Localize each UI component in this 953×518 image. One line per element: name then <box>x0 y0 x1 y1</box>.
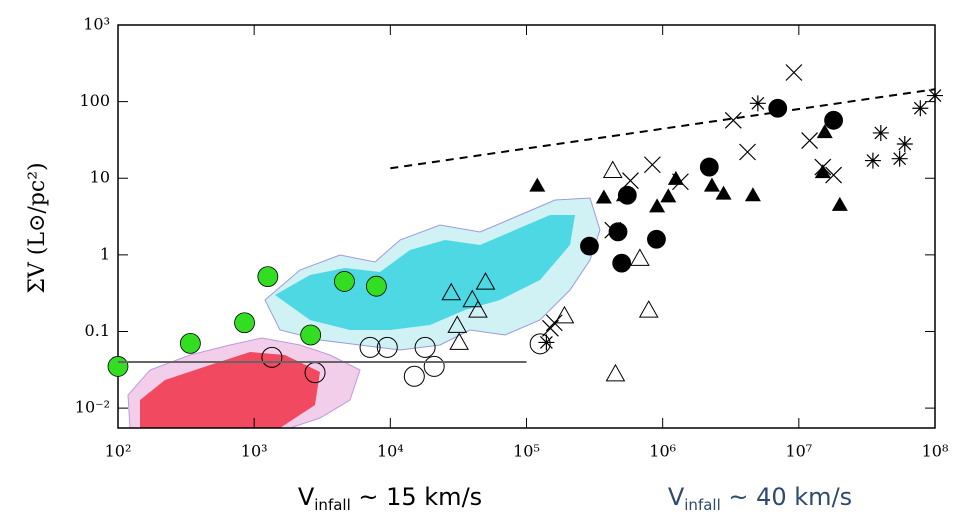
data-point <box>927 87 943 104</box>
data-point <box>447 315 468 333</box>
data-point <box>475 272 496 290</box>
data-point <box>825 166 843 184</box>
x-tick-label: 10² <box>105 442 132 461</box>
annotation: Vinfall ~ 15 km/s <box>298 483 482 514</box>
data-point <box>638 300 659 318</box>
data-point <box>605 363 626 382</box>
density-contours <box>127 197 601 429</box>
data-point <box>602 160 623 179</box>
data-point <box>643 156 661 174</box>
data-point <box>622 172 639 190</box>
data-point <box>365 275 387 297</box>
data-point <box>234 312 255 334</box>
y-axis-label: ΣV (L⊙/pc²) <box>25 162 50 293</box>
x-tick-label: 10⁴ <box>377 442 404 461</box>
data-point <box>801 132 819 150</box>
data-point <box>699 157 719 177</box>
data-point <box>545 314 563 332</box>
y-tick-label: 100 <box>79 91 110 110</box>
annotation-rest: ~ 15 km/s <box>351 483 482 511</box>
data-point <box>912 100 929 117</box>
data-point <box>604 221 622 239</box>
x-tick-label: 10⁷ <box>785 442 812 461</box>
data-point <box>816 124 833 139</box>
y-tick-label: 10 <box>90 168 110 187</box>
data-point <box>608 222 628 242</box>
data-point <box>538 334 555 351</box>
data-point <box>891 150 908 167</box>
data-point <box>414 336 436 358</box>
data-point <box>872 124 889 141</box>
data-point <box>896 135 913 152</box>
data-point <box>724 111 742 129</box>
annotation-rest: ~ 40 km/s <box>721 483 852 511</box>
data-point <box>715 185 732 200</box>
data-point <box>612 253 632 273</box>
data-point <box>831 196 848 211</box>
data-point <box>403 365 425 387</box>
data-point <box>749 95 766 112</box>
annotation-sub: infall <box>684 496 720 514</box>
y-tick-label: 1 <box>100 244 110 263</box>
data-point <box>814 164 831 179</box>
data-point <box>768 98 788 118</box>
data-point <box>257 266 279 288</box>
data-point <box>814 158 832 176</box>
y-tick-label: 10⁻² <box>75 398 110 417</box>
data-point <box>785 64 803 81</box>
data-point <box>529 333 551 355</box>
data-point <box>359 336 381 358</box>
data-point <box>423 355 445 377</box>
data-point <box>179 332 201 354</box>
data-point <box>630 248 650 266</box>
x-tick-label: 10⁸ <box>922 442 949 461</box>
annotation-sub: infall <box>314 496 350 514</box>
trend-line <box>390 88 936 170</box>
data-point <box>529 177 546 192</box>
data-point <box>468 300 488 318</box>
annotation-main: V <box>298 483 315 511</box>
data-point <box>617 185 637 205</box>
data-point <box>107 356 129 377</box>
data-point <box>703 177 720 192</box>
data-point <box>660 188 677 203</box>
data-point <box>261 346 283 368</box>
data-point <box>462 289 483 308</box>
x-tick-label: 10⁵ <box>513 442 540 461</box>
data-point <box>300 324 322 346</box>
annotation: Vinfall ~ 40 km/s <box>668 483 852 514</box>
data-point <box>542 319 559 337</box>
data-point <box>449 332 469 350</box>
data-point <box>554 305 575 324</box>
data-point <box>441 282 462 301</box>
data-point <box>649 198 666 213</box>
data-point <box>580 236 599 256</box>
data-point <box>334 271 355 292</box>
y-tick-label: 0.1 <box>85 321 110 340</box>
data-point <box>744 187 761 202</box>
data-point <box>739 143 756 161</box>
x-tick-label: 10³ <box>241 442 268 461</box>
data-point <box>824 110 843 130</box>
data-point <box>864 152 881 169</box>
data-point <box>376 336 398 358</box>
y-tick-label: 10³ <box>83 15 110 34</box>
data-point <box>595 189 612 204</box>
data-point <box>671 173 689 191</box>
annotation-main: V <box>668 483 685 511</box>
data-point <box>647 229 666 249</box>
x-tick-label: 10⁶ <box>649 442 676 461</box>
